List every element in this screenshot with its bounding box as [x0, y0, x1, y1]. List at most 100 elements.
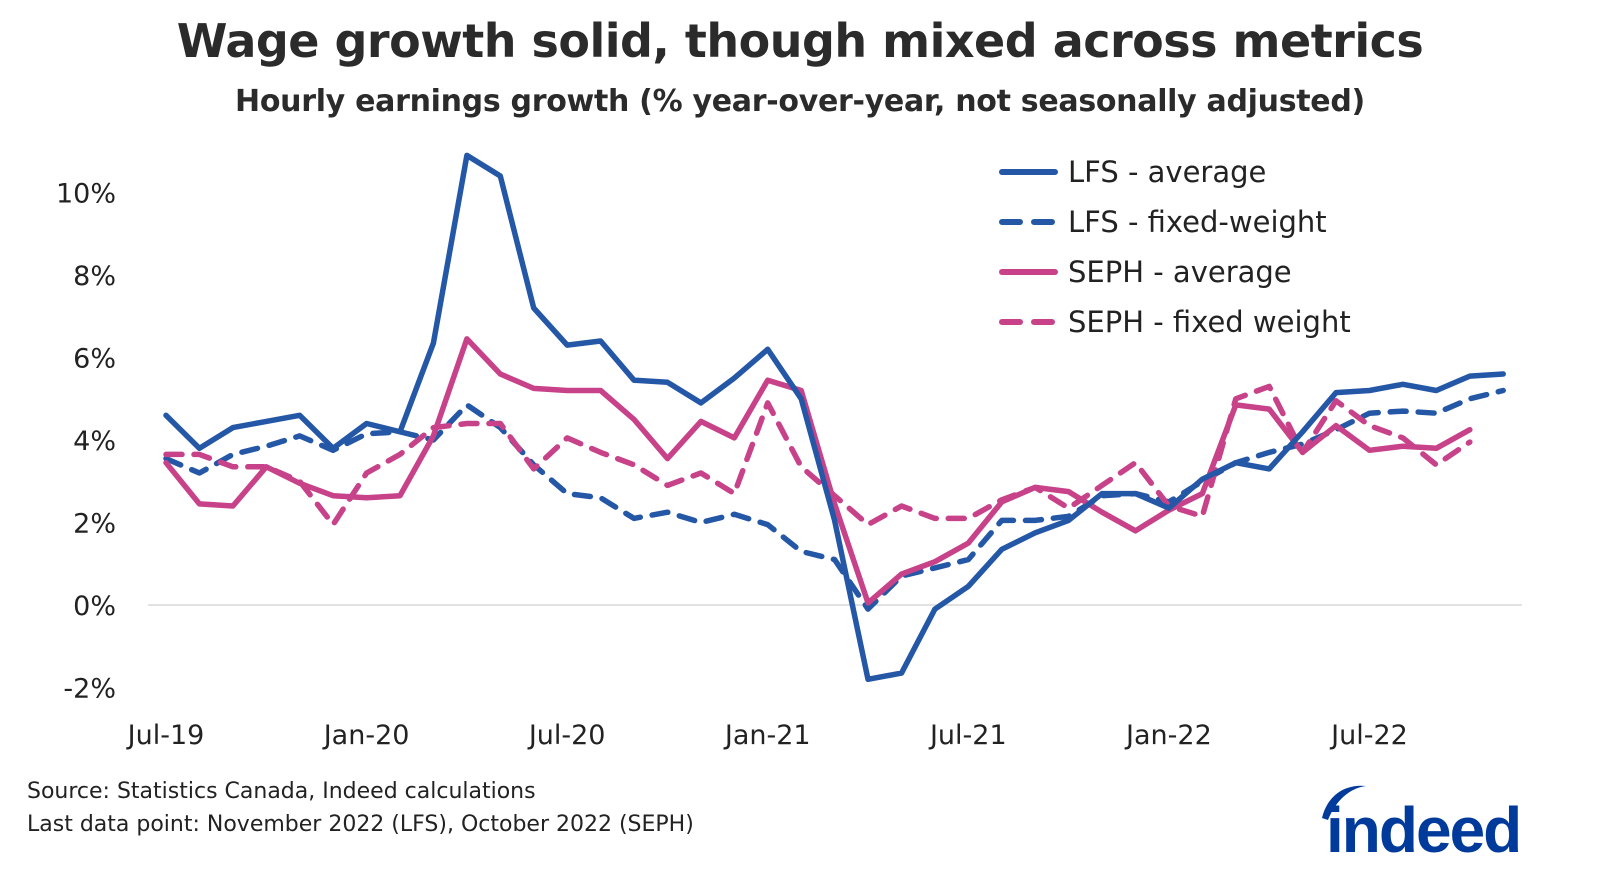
data-point-seph-fixed-weight: [899, 504, 904, 509]
data-point-lfs-average: [799, 396, 804, 401]
data-point-seph-fixed-weight: [1066, 506, 1071, 511]
data-point-seph-average: [164, 460, 169, 465]
data-point-lfs-average: [1200, 477, 1205, 482]
indeed-logo-arc-icon: [1322, 785, 1366, 820]
data-point-seph-average: [1400, 444, 1405, 449]
data-point-seph-fixed-weight: [1233, 396, 1238, 401]
data-point-lfs-average: [1367, 388, 1372, 393]
data-point-seph-average: [1434, 446, 1439, 451]
data-point-seph-fixed-weight: [1133, 460, 1138, 465]
data-point-seph-fixed-weight: [698, 471, 703, 476]
data-point-lfs-average: [431, 341, 436, 346]
data-point-lfs-fixed-weight: [1467, 396, 1472, 401]
data-point-seph-average: [297, 481, 302, 486]
data-point-lfs-average: [698, 400, 703, 405]
data-point-lfs-average: [531, 306, 536, 311]
data-point-seph-average: [197, 501, 202, 506]
data-point-seph-average: [932, 559, 937, 564]
data-point-seph-average: [230, 504, 235, 509]
data-point-seph-average: [464, 336, 469, 341]
data-point-lfs-average: [197, 446, 202, 451]
data-point-lfs-average: [1166, 506, 1171, 511]
legend-label-seph-average: SEPH - average: [1068, 255, 1292, 289]
data-point-lfs-average: [665, 380, 670, 385]
data-point-lfs-average: [1300, 429, 1305, 434]
y-axis: -2% 0% 2% 4% 6% 8% 10%: [56, 179, 116, 705]
y-tick-label: 2%: [73, 509, 116, 540]
data-point-lfs-average: [999, 547, 1004, 552]
data-point-seph-fixed-weight: [331, 522, 336, 527]
data-point-lfs-average: [1066, 518, 1071, 523]
data-point-seph-fixed-weight: [1367, 423, 1372, 428]
x-tick-label: Jan-22: [1124, 720, 1212, 751]
data-point-seph-fixed-weight: [765, 400, 770, 405]
data-point-seph-fixed-weight: [164, 452, 169, 457]
data-point-seph-fixed-weight: [498, 421, 503, 426]
data-point-lfs-average: [1033, 530, 1038, 535]
data-point-lfs-average: [866, 677, 871, 682]
data-point-lfs-fixed-weight: [1267, 450, 1272, 455]
data-point-lfs-average: [765, 347, 770, 352]
data-point-seph-average: [866, 600, 871, 605]
data-point-lfs-fixed-weight: [264, 444, 269, 449]
data-point-lfs-average: [732, 376, 737, 381]
data-point-seph-fixed-weight: [230, 464, 235, 469]
data-point-seph-fixed-weight: [197, 452, 202, 457]
data-point-seph-average: [1300, 450, 1305, 455]
legend-label-lfs-fixed-weight: LFS - fixed-weight: [1068, 205, 1327, 239]
data-point-lfs-average: [1133, 491, 1138, 496]
x-tick-label: Jul-21: [928, 720, 1007, 751]
data-point-seph-fixed-weight: [966, 516, 971, 521]
data-point-seph-fixed-weight: [932, 516, 937, 521]
data-point-lfs-average: [598, 339, 603, 344]
data-point-lfs-average: [966, 584, 971, 589]
data-point-lfs-average: [1100, 491, 1105, 496]
series-line-lfs-fixed-weight: [163, 387, 1506, 612]
data-point-lfs-fixed-weight: [230, 452, 235, 457]
data-point-seph-average: [1334, 423, 1339, 428]
legend-label-lfs-average: LFS - average: [1068, 155, 1266, 189]
indeed-logo-text: indeed: [1326, 794, 1520, 860]
x-tick-label: Jul-19: [126, 720, 205, 751]
x-tick-label: Jul-20: [527, 720, 606, 751]
data-point-lfs-average: [1267, 466, 1272, 471]
data-point-lfs-fixed-weight: [966, 557, 971, 562]
data-point-seph-average: [1267, 407, 1272, 412]
data-point-lfs-fixed-weight: [999, 518, 1004, 523]
data-point-seph-average: [999, 499, 1004, 504]
data-point-seph-fixed-weight: [1400, 435, 1405, 440]
data-point-lfs-average: [230, 425, 235, 430]
data-point-seph-average: [732, 435, 737, 440]
data-point-seph-average: [1066, 489, 1071, 494]
data-point-seph-average: [364, 495, 369, 500]
data-point-lfs-fixed-weight: [1501, 388, 1506, 393]
data-point-lfs-average: [932, 607, 937, 612]
data-point-lfs-fixed-weight: [832, 557, 837, 562]
data-point-seph-fixed-weight: [531, 466, 536, 471]
x-tick-label: Jul-22: [1329, 720, 1408, 751]
data-point-seph-average: [498, 372, 503, 377]
data-point-seph-fixed-weight: [866, 522, 871, 527]
data-point-lfs-average: [464, 153, 469, 158]
data-point-seph-fixed-weight: [1200, 514, 1205, 519]
data-point-seph-fixed-weight: [1267, 384, 1272, 389]
data-point-lfs-fixed-weight: [565, 491, 570, 496]
data-point-seph-average: [1467, 427, 1472, 432]
data-point-lfs-fixed-weight: [732, 512, 737, 517]
data-point-lfs-fixed-weight: [1033, 518, 1038, 523]
data-point-seph-average: [1033, 485, 1038, 490]
y-tick-label: 0%: [73, 591, 116, 622]
indeed-logo: indeed: [1322, 785, 1522, 860]
data-point-lfs-average: [832, 518, 837, 523]
data-point-lfs-average: [331, 446, 336, 451]
legend-label-seph-fixed-weight: SEPH - fixed weight: [1068, 305, 1351, 339]
data-point-lfs-average: [264, 419, 269, 424]
data-point-lfs-average: [1334, 390, 1339, 395]
data-point-lfs-average: [899, 671, 904, 676]
source-note: Source: Statistics Canada, Indeed calcul…: [27, 779, 536, 804]
y-tick-label: 4%: [73, 426, 116, 457]
y-tick-label: 10%: [56, 179, 116, 210]
data-point-seph-average: [1100, 510, 1105, 515]
series-group: [163, 152, 1506, 683]
